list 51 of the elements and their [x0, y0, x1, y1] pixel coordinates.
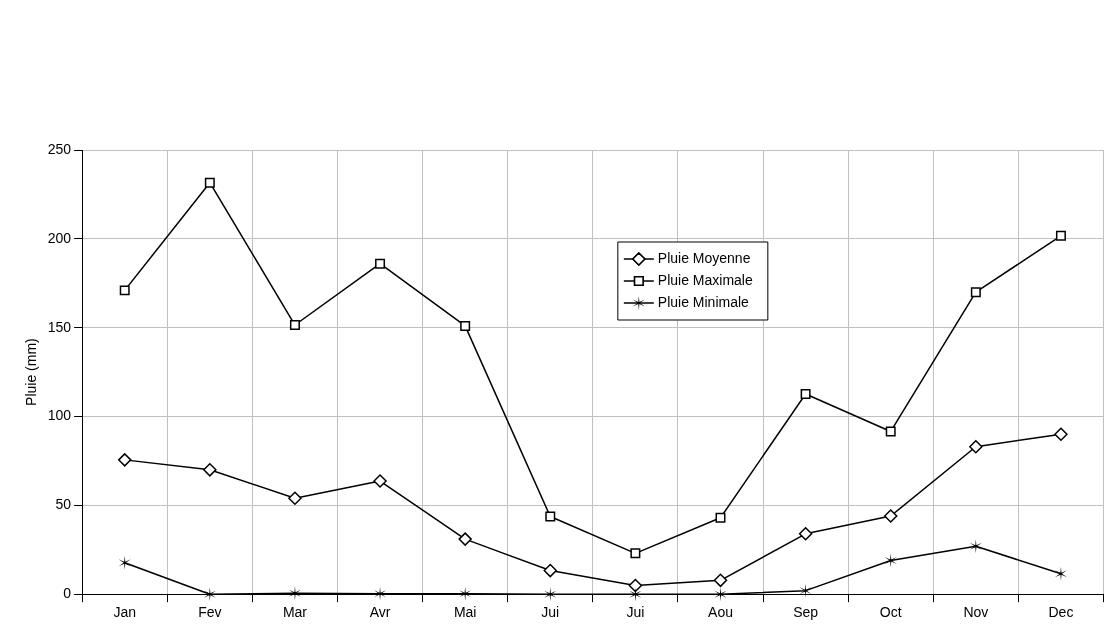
y-axis-title: Pluie (mm): [23, 338, 40, 406]
point: [289, 320, 300, 331]
point: [117, 453, 132, 467]
x-tick-label: Aou: [708, 604, 733, 621]
y-tick-label: 100: [47, 407, 72, 424]
point: [714, 587, 727, 602]
point: [460, 320, 471, 331]
point: [800, 388, 811, 399]
x-tick-label: Mar: [282, 604, 308, 621]
point: [884, 553, 897, 568]
point: [630, 548, 641, 559]
x-tick-label: Jan: [113, 604, 136, 621]
point: [119, 285, 130, 296]
x-tick-label: Nov: [963, 604, 989, 621]
point: [458, 532, 472, 546]
x-tick-label: Mai: [453, 604, 477, 621]
x-tick-label: Sep: [793, 604, 819, 621]
legend-label: Pluie Moyenne: [657, 249, 751, 266]
point: [545, 511, 556, 522]
point: [713, 573, 728, 588]
y-tick-label: 200: [47, 229, 72, 246]
point: [883, 509, 898, 523]
x-tick-label: Dec: [1048, 604, 1074, 621]
point: [715, 512, 726, 523]
x-tick-label: Avr: [369, 604, 391, 621]
point: [799, 583, 812, 598]
legend-label: Pluie Minimale: [657, 293, 750, 310]
point: [373, 474, 387, 488]
y-tick-label: 0: [63, 585, 72, 602]
point: [204, 177, 215, 188]
point: [628, 578, 643, 593]
point: [543, 563, 558, 578]
point: [969, 439, 983, 454]
point: [1054, 427, 1068, 442]
x-tick-label: Oct: [879, 604, 902, 621]
y-tick-label: 150: [47, 318, 72, 335]
point: [970, 287, 981, 298]
y-tick-label: 250: [47, 140, 72, 157]
point: [1055, 230, 1066, 241]
point: [288, 491, 302, 505]
point: [885, 426, 896, 437]
point: [118, 555, 131, 570]
point: [375, 258, 386, 269]
y-tick-label: 50: [55, 496, 72, 513]
x-tick-label: Jui: [626, 604, 645, 621]
point: [798, 527, 813, 541]
point: [203, 463, 217, 477]
point: [629, 587, 642, 602]
x-tick-label: Jui: [541, 604, 560, 621]
legend-label: Pluie Maximale: [657, 271, 753, 288]
x-tick-label: Fev: [198, 604, 222, 621]
